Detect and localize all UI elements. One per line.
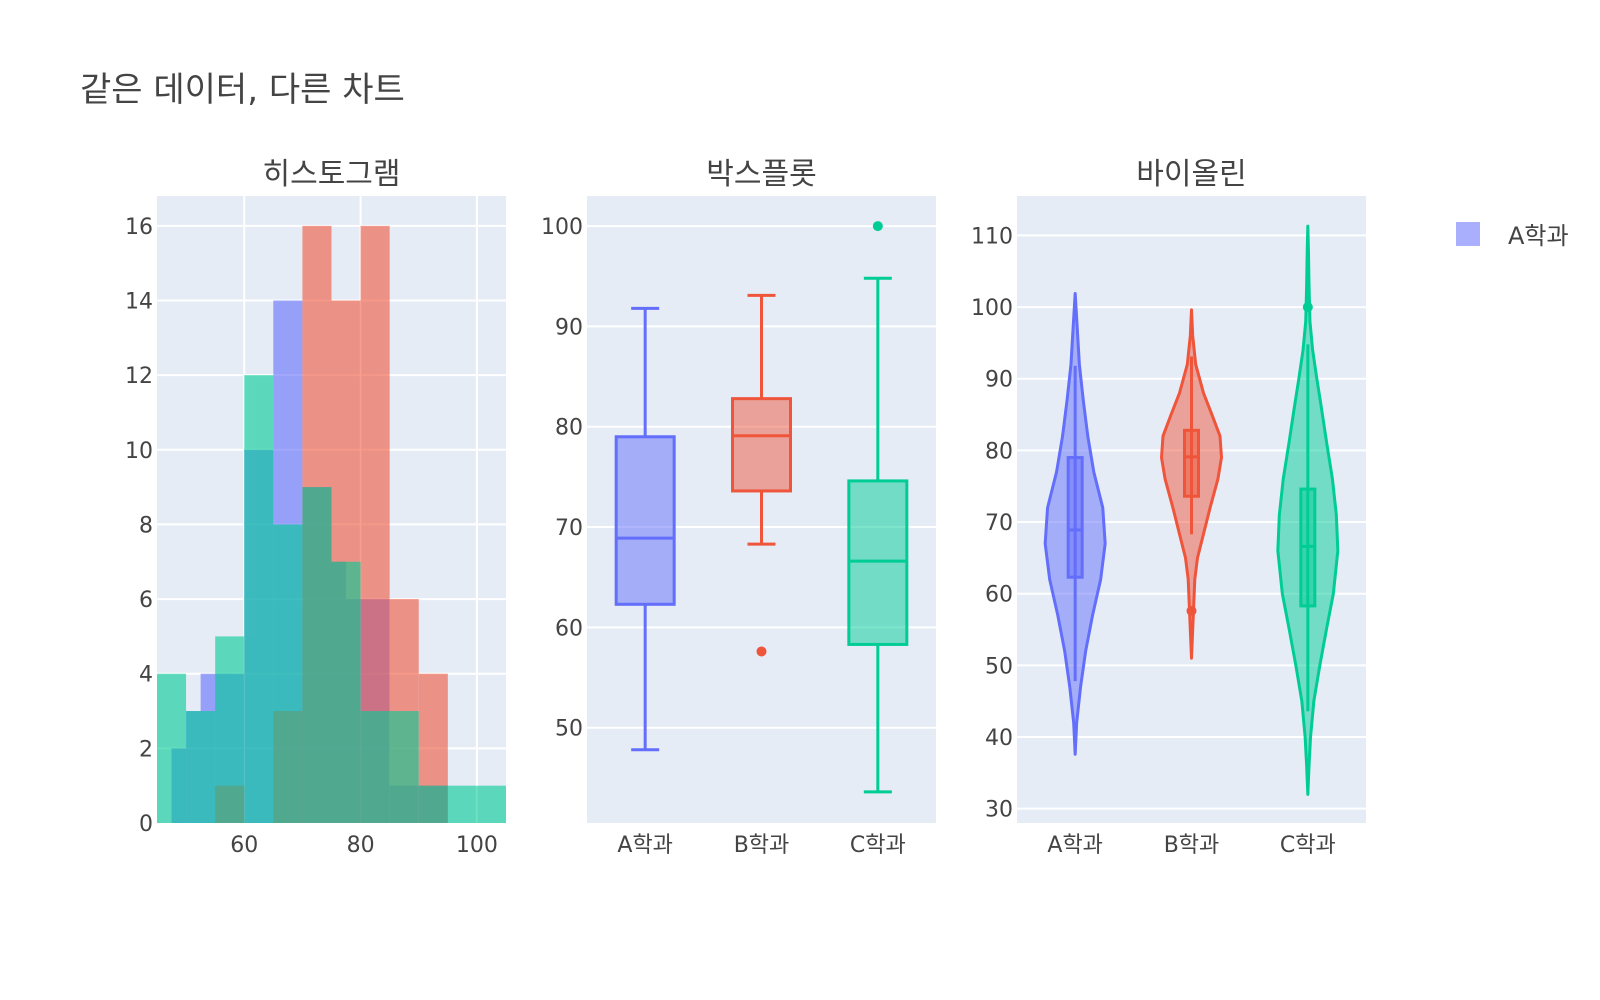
y-tick-label: 60 — [555, 616, 583, 641]
y-tick-label: 110 — [971, 224, 1013, 249]
y-tick-label: 0 — [139, 812, 153, 837]
x-tick-label: A학과 — [617, 833, 673, 858]
y-tick-label: 90 — [985, 368, 1013, 393]
legend-label-a: A학과 — [1508, 222, 1569, 250]
y-tick-label: 40 — [985, 726, 1013, 751]
histogram-bar — [389, 711, 419, 823]
y-tick-label: 80 — [985, 439, 1013, 464]
y-tick-label: 100 — [541, 215, 583, 240]
x-tick-label: 60 — [230, 833, 258, 858]
y-tick-label: 10 — [125, 439, 153, 464]
x-tick-label: B학과 — [1164, 833, 1220, 858]
y-tick-label: 2 — [139, 737, 153, 762]
histogram-bar — [418, 785, 448, 823]
x-tick-label: C학과 — [1280, 833, 1336, 858]
histogram-bar — [331, 561, 361, 823]
violin-outlier-point — [1186, 605, 1197, 616]
x-tick-label: 80 — [347, 833, 375, 858]
x-tick-label: A학과 — [1047, 833, 1103, 858]
violin-outlier-point — [1302, 302, 1313, 313]
box-b — [731, 293, 792, 657]
violin-c — [1276, 224, 1340, 796]
legend-swatch-a — [1456, 221, 1480, 246]
subplot-title: 바이올린 — [1136, 157, 1246, 192]
y-tick-label: 60 — [985, 583, 1013, 608]
histogram-bar — [215, 636, 245, 823]
box-a — [614, 306, 676, 752]
subplot-1: 히스토그램 0 2 4 6 8 10 12 14 16 60 80 100 — [125, 157, 506, 858]
violin-b — [1160, 308, 1223, 660]
violin-inner-box — [1066, 456, 1084, 579]
histogram-bar — [302, 487, 332, 823]
box-body — [847, 479, 909, 646]
histogram-bar — [476, 785, 506, 823]
y-tick-label: 4 — [139, 663, 153, 688]
histogram-bar — [447, 785, 477, 823]
subplot-title: 박스플롯 — [706, 157, 816, 192]
y-tick-label: 6 — [139, 588, 153, 613]
x-tick-label: C학과 — [850, 833, 906, 858]
histogram-bar — [360, 711, 390, 823]
violin-a — [1043, 291, 1107, 756]
histogram-bar — [244, 375, 274, 823]
y-tick-label: 50 — [555, 717, 583, 742]
y-tick-label: 30 — [985, 798, 1013, 823]
y-tick-label: 14 — [125, 290, 153, 315]
box-outlier-point — [756, 646, 767, 657]
y-tick-label: 90 — [555, 315, 583, 340]
violin-inner-box — [1183, 428, 1200, 498]
figure-title: 같은 데이터, 다른 차트 — [80, 70, 405, 110]
y-tick-label: 50 — [985, 654, 1013, 679]
y-tick-label: 100 — [971, 296, 1013, 321]
histogram-series-c — [157, 375, 506, 823]
legend[interactable]: A학과 — [1456, 216, 1569, 251]
y-tick-label: 16 — [125, 215, 153, 240]
histogram-bar — [186, 711, 216, 823]
box-body — [614, 435, 676, 606]
histogram-bar — [273, 524, 303, 823]
x-tick-label: 100 — [456, 833, 498, 858]
subplot-3: 바이올린 30 40 50 60 70 80 90 100 110 A학과 B학과 C학과 — [971, 157, 1366, 858]
box-outlier-point — [872, 221, 883, 232]
box-c — [847, 221, 909, 794]
y-tick-label: 70 — [985, 511, 1013, 536]
y-tick-label: 80 — [555, 416, 583, 441]
y-tick-label: 8 — [139, 513, 153, 538]
x-tick-label: B학과 — [734, 833, 790, 858]
y-tick-label: 70 — [555, 516, 583, 541]
y-tick-label: 12 — [125, 364, 153, 389]
histogram-bar — [157, 673, 187, 823]
box-body — [731, 397, 792, 493]
subplot-title: 히스토그램 — [263, 157, 401, 192]
subplot-2: 박스플롯 50 60 70 80 90 100 A학과 B학과 C학과 — [541, 157, 936, 858]
